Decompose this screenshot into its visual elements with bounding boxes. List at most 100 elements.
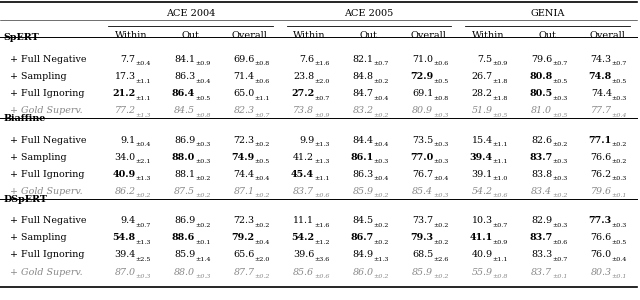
Text: 73.8: 73.8 <box>293 106 314 115</box>
Text: 73.7: 73.7 <box>412 216 433 225</box>
Text: ±0.2: ±0.2 <box>552 194 568 198</box>
Text: ±0.4: ±0.4 <box>136 61 151 66</box>
Text: 9.1: 9.1 <box>120 136 136 145</box>
Text: 76.6: 76.6 <box>591 153 612 162</box>
Text: 79.6: 79.6 <box>531 55 552 64</box>
Text: ±0.4: ±0.4 <box>195 79 211 83</box>
Text: ±0.3: ±0.3 <box>433 113 449 118</box>
Text: ±0.5: ±0.5 <box>612 79 627 83</box>
Text: 85.4: 85.4 <box>412 187 433 196</box>
Text: 87.7: 87.7 <box>234 268 255 277</box>
Text: 83.7: 83.7 <box>529 233 552 242</box>
Text: 72.9: 72.9 <box>410 72 433 81</box>
Text: ±0.2: ±0.2 <box>612 159 627 164</box>
Text: ±0.4: ±0.4 <box>374 142 389 147</box>
Text: 71.4: 71.4 <box>234 72 255 81</box>
Text: GENIA: GENIA <box>531 9 564 18</box>
Text: ±0.6: ±0.6 <box>314 274 330 279</box>
Text: 87.0: 87.0 <box>115 268 136 277</box>
Text: 82.6: 82.6 <box>531 136 552 145</box>
Text: 77.3: 77.3 <box>589 216 612 225</box>
Text: ±0.3: ±0.3 <box>552 176 568 181</box>
Text: ±1.1: ±1.1 <box>136 79 151 83</box>
Text: 86.4: 86.4 <box>172 89 195 98</box>
Text: 68.5: 68.5 <box>412 250 433 260</box>
Text: + Gold Superv.: + Gold Superv. <box>10 187 82 196</box>
Text: 83.7: 83.7 <box>529 153 552 162</box>
Text: 39.4: 39.4 <box>470 153 493 162</box>
Text: 79.2: 79.2 <box>232 233 255 242</box>
Text: ±0.3: ±0.3 <box>195 274 211 279</box>
Text: 11.1: 11.1 <box>293 216 314 225</box>
Text: 74.4: 74.4 <box>234 170 255 179</box>
Text: ±0.8: ±0.8 <box>255 61 270 66</box>
Text: ±0.4: ±0.4 <box>374 176 389 181</box>
Text: 7.6: 7.6 <box>299 55 314 64</box>
Text: ±0.4: ±0.4 <box>255 240 270 245</box>
Text: 84.7: 84.7 <box>353 89 374 98</box>
Text: + Full Ignoring: + Full Ignoring <box>10 89 84 98</box>
Text: 86.0: 86.0 <box>353 268 374 277</box>
Text: ±0.5: ±0.5 <box>552 79 568 83</box>
Text: 51.9: 51.9 <box>472 106 493 115</box>
Text: 77.0: 77.0 <box>410 153 433 162</box>
Text: 7.7: 7.7 <box>121 55 136 64</box>
Text: ±1.3: ±1.3 <box>136 176 151 181</box>
Text: + Full Ignoring: + Full Ignoring <box>10 250 84 260</box>
Text: 74.8: 74.8 <box>589 72 612 81</box>
Text: 84.1: 84.1 <box>174 55 195 64</box>
Text: 80.5: 80.5 <box>529 89 552 98</box>
Text: ACE 2005: ACE 2005 <box>344 9 394 18</box>
Text: + Full Ignoring: + Full Ignoring <box>10 170 84 179</box>
Text: ±0.2: ±0.2 <box>195 176 211 181</box>
Text: Out: Out <box>538 32 557 40</box>
Text: ±0.2: ±0.2 <box>612 142 627 147</box>
Text: 85.9: 85.9 <box>412 268 433 277</box>
Text: ±0.5: ±0.5 <box>433 79 449 83</box>
Text: 86.2: 86.2 <box>115 187 136 196</box>
Text: ±0.9: ±0.9 <box>493 61 508 66</box>
Text: Biaffine: Biaffine <box>3 114 45 123</box>
Text: 83.7: 83.7 <box>531 268 552 277</box>
Text: 84.4: 84.4 <box>353 136 374 145</box>
Text: 76.7: 76.7 <box>412 170 433 179</box>
Text: ±0.3: ±0.3 <box>433 142 449 147</box>
Text: ±0.6: ±0.6 <box>552 240 568 245</box>
Text: Overall: Overall <box>410 32 447 40</box>
Text: ±0.3: ±0.3 <box>433 194 449 198</box>
Text: ±3.6: ±3.6 <box>314 257 330 262</box>
Text: ±1.1: ±1.1 <box>493 159 508 164</box>
Text: 40.9: 40.9 <box>113 170 136 179</box>
Text: ±0.3: ±0.3 <box>612 176 627 181</box>
Text: ±0.2: ±0.2 <box>255 142 270 147</box>
Text: ±0.3: ±0.3 <box>136 274 151 279</box>
Text: ±0.6: ±0.6 <box>433 61 449 66</box>
Text: ±0.2: ±0.2 <box>374 240 389 245</box>
Text: 88.0: 88.0 <box>172 153 195 162</box>
Text: ±0.2: ±0.2 <box>374 79 389 83</box>
Text: Within: Within <box>472 32 504 40</box>
Text: ±0.1: ±0.1 <box>552 274 568 279</box>
Text: 72.3: 72.3 <box>234 136 255 145</box>
Text: ±0.5: ±0.5 <box>552 113 568 118</box>
Text: 71.0: 71.0 <box>412 55 433 64</box>
Text: ±0.2: ±0.2 <box>255 274 270 279</box>
Text: ±0.2: ±0.2 <box>255 223 270 228</box>
Text: ±0.7: ±0.7 <box>493 223 508 228</box>
Text: 86.9: 86.9 <box>174 136 195 145</box>
Text: ±0.4: ±0.4 <box>433 176 449 181</box>
Text: ±1.3: ±1.3 <box>374 257 389 262</box>
Text: ±0.9: ±0.9 <box>493 240 508 245</box>
Text: 69.6: 69.6 <box>234 55 255 64</box>
Text: 84.9: 84.9 <box>353 250 374 260</box>
Text: 65.6: 65.6 <box>234 250 255 260</box>
Text: 77.7: 77.7 <box>591 106 612 115</box>
Text: ±0.4: ±0.4 <box>255 176 270 181</box>
Text: ±0.2: ±0.2 <box>374 274 389 279</box>
Text: ±0.7: ±0.7 <box>612 61 627 66</box>
Text: 86.3: 86.3 <box>353 170 374 179</box>
Text: 82.3: 82.3 <box>234 106 255 115</box>
Text: ±1.3: ±1.3 <box>136 240 151 245</box>
Text: ±0.3: ±0.3 <box>552 96 568 100</box>
Text: ±0.2: ±0.2 <box>136 194 151 198</box>
